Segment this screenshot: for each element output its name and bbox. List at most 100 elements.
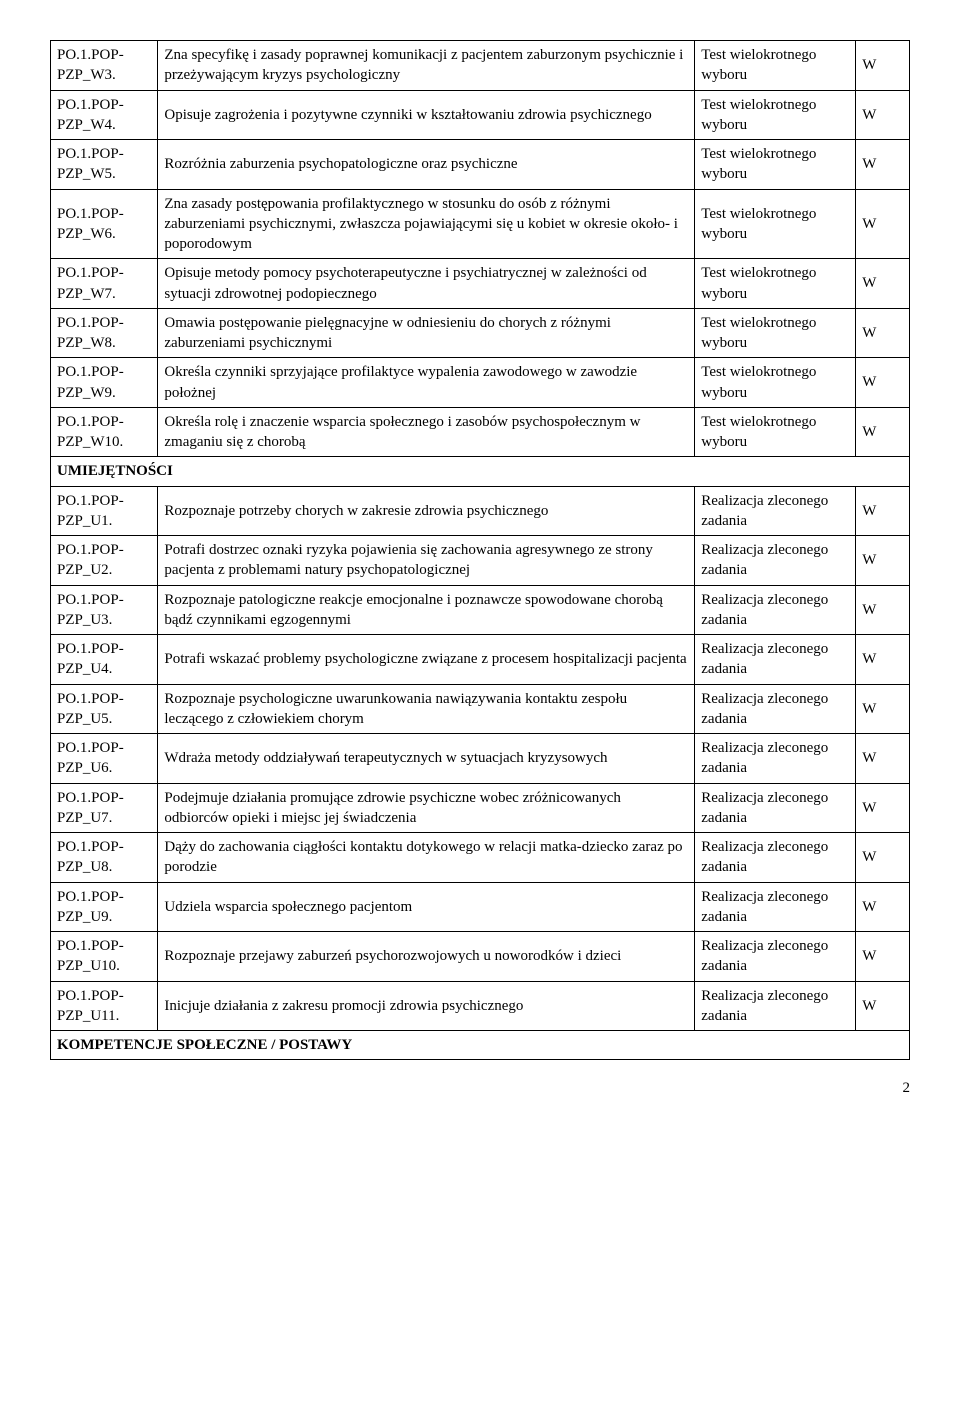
description-cell: Zna specyfikę i zasady poprawnej komunik… — [158, 41, 695, 91]
code-cell: PO.1.POP-PZP_W4. — [51, 90, 158, 140]
flag-cell: W — [856, 407, 910, 457]
method-cell: Realizacja zleconego zadania — [695, 882, 856, 932]
page-number: 2 — [50, 1080, 910, 1097]
method-cell: Realizacja zleconego zadania — [695, 486, 856, 536]
method-cell: Test wielokrotnego wyboru — [695, 358, 856, 408]
table-row: PO.1.POP-PZP_U10.Rozpoznaje przejawy zab… — [51, 932, 910, 982]
method-cell: Test wielokrotnego wyboru — [695, 90, 856, 140]
description-cell: Zna zasady postępowania profilaktycznego… — [158, 189, 695, 259]
code-cell: PO.1.POP-PZP_W7. — [51, 259, 158, 309]
code-cell: PO.1.POP-PZP_W8. — [51, 308, 158, 358]
method-cell: Realizacja zleconego zadania — [695, 635, 856, 685]
flag-cell: W — [856, 684, 910, 734]
code-cell: PO.1.POP-PZP_U7. — [51, 783, 158, 833]
flag-cell: W — [856, 833, 910, 883]
code-cell: PO.1.POP-PZP_W9. — [51, 358, 158, 408]
flag-cell: W — [856, 536, 910, 586]
flag-cell: W — [856, 41, 910, 91]
description-cell: Inicjuje działania z zakresu promocji zd… — [158, 981, 695, 1031]
table-row: PO.1.POP-PZP_U6.Wdraża metody oddziaływa… — [51, 734, 910, 784]
code-cell: PO.1.POP-PZP_U10. — [51, 932, 158, 982]
flag-cell: W — [856, 358, 910, 408]
code-cell: PO.1.POP-PZP_U11. — [51, 981, 158, 1031]
code-cell: PO.1.POP-PZP_U5. — [51, 684, 158, 734]
code-cell: PO.1.POP-PZP_W3. — [51, 41, 158, 91]
table-row: PO.1.POP-PZP_U7.Podejmuje działania prom… — [51, 783, 910, 833]
description-cell: Rozróżnia zaburzenia psychopatologiczne … — [158, 140, 695, 190]
table-row: PO.1.POP-PZP_W3.Zna specyfikę i zasady p… — [51, 41, 910, 91]
description-cell: Potrafi dostrzec oznaki ryzyka pojawieni… — [158, 536, 695, 586]
flag-cell: W — [856, 585, 910, 635]
description-cell: Opisuje metody pomocy psychoterapeutyczn… — [158, 259, 695, 309]
code-cell: PO.1.POP-PZP_U2. — [51, 536, 158, 586]
method-cell: Realizacja zleconego zadania — [695, 783, 856, 833]
table-row: PO.1.POP-PZP_U5.Rozpoznaje psychologiczn… — [51, 684, 910, 734]
table-row: PO.1.POP-PZP_U2.Potrafi dostrzec oznaki … — [51, 536, 910, 586]
flag-cell: W — [856, 783, 910, 833]
flag-cell: W — [856, 882, 910, 932]
table-row: PO.1.POP-PZP_W5.Rozróżnia zaburzenia psy… — [51, 140, 910, 190]
method-cell: Test wielokrotnego wyboru — [695, 41, 856, 91]
code-cell: PO.1.POP-PZP_U9. — [51, 882, 158, 932]
method-cell: Realizacja zleconego zadania — [695, 833, 856, 883]
section-header-cell: KOMPETENCJE SPOŁECZNE / POSTAWY — [51, 1031, 910, 1060]
table-row: PO.1.POP-PZP_W7.Opisuje metody pomocy ps… — [51, 259, 910, 309]
flag-cell: W — [856, 90, 910, 140]
description-cell: Opisuje zagrożenia i pozytywne czynniki … — [158, 90, 695, 140]
code-cell: PO.1.POP-PZP_U8. — [51, 833, 158, 883]
method-cell: Test wielokrotnego wyboru — [695, 140, 856, 190]
section-header-cell: UMIEJĘTNOŚCI — [51, 457, 910, 486]
table-row: PO.1.POP-PZP_W6.Zna zasady postępowania … — [51, 189, 910, 259]
description-cell: Potrafi wskazać problemy psychologiczne … — [158, 635, 695, 685]
method-cell: Realizacja zleconego zadania — [695, 536, 856, 586]
method-cell: Realizacja zleconego zadania — [695, 585, 856, 635]
description-cell: Wdraża metody oddziaływań terapeutycznyc… — [158, 734, 695, 784]
flag-cell: W — [856, 734, 910, 784]
method-cell: Test wielokrotnego wyboru — [695, 407, 856, 457]
description-cell: Udziela wsparcia społecznego pacjentom — [158, 882, 695, 932]
table-row: PO.1.POP-PZP_W8.Omawia postępowanie piel… — [51, 308, 910, 358]
table-row: PO.1.POP-PZP_U11.Inicjuje działania z za… — [51, 981, 910, 1031]
method-cell: Realizacja zleconego zadania — [695, 684, 856, 734]
code-cell: PO.1.POP-PZP_U3. — [51, 585, 158, 635]
flag-cell: W — [856, 140, 910, 190]
description-cell: Rozpoznaje potrzeby chorych w zakresie z… — [158, 486, 695, 536]
flag-cell: W — [856, 981, 910, 1031]
description-cell: Określa rolę i znaczenie wsparcia społec… — [158, 407, 695, 457]
code-cell: PO.1.POP-PZP_U4. — [51, 635, 158, 685]
code-cell: PO.1.POP-PZP_W6. — [51, 189, 158, 259]
code-cell: PO.1.POP-PZP_U6. — [51, 734, 158, 784]
method-cell: Test wielokrotnego wyboru — [695, 189, 856, 259]
description-cell: Omawia postępowanie pielęgnacyjne w odni… — [158, 308, 695, 358]
code-cell: PO.1.POP-PZP_W5. — [51, 140, 158, 190]
flag-cell: W — [856, 932, 910, 982]
description-cell: Podejmuje działania promujące zdrowie ps… — [158, 783, 695, 833]
description-cell: Rozpoznaje patologiczne reakcje emocjona… — [158, 585, 695, 635]
table-row: PO.1.POP-PZP_W9.Określa czynniki sprzyja… — [51, 358, 910, 408]
table-row: PO.1.POP-PZP_U1.Rozpoznaje potrzeby chor… — [51, 486, 910, 536]
code-cell: PO.1.POP-PZP_W10. — [51, 407, 158, 457]
flag-cell: W — [856, 308, 910, 358]
section-header-row: UMIEJĘTNOŚCI — [51, 457, 910, 486]
method-cell: Realizacja zleconego zadania — [695, 932, 856, 982]
section-header-row: KOMPETENCJE SPOŁECZNE / POSTAWY — [51, 1031, 910, 1060]
method-cell: Realizacja zleconego zadania — [695, 734, 856, 784]
table-row: PO.1.POP-PZP_U9.Udziela wsparcia społecz… — [51, 882, 910, 932]
method-cell: Test wielokrotnego wyboru — [695, 308, 856, 358]
table-row: PO.1.POP-PZP_W10.Określa rolę i znaczeni… — [51, 407, 910, 457]
table-row: PO.1.POP-PZP_U4.Potrafi wskazać problemy… — [51, 635, 910, 685]
outcomes-table: PO.1.POP-PZP_W3.Zna specyfikę i zasady p… — [50, 40, 910, 1060]
table-row: PO.1.POP-PZP_U3.Rozpoznaje patologiczne … — [51, 585, 910, 635]
description-cell: Dąży do zachowania ciągłości kontaktu do… — [158, 833, 695, 883]
flag-cell: W — [856, 635, 910, 685]
description-cell: Rozpoznaje psychologiczne uwarunkowania … — [158, 684, 695, 734]
flag-cell: W — [856, 189, 910, 259]
flag-cell: W — [856, 259, 910, 309]
flag-cell: W — [856, 486, 910, 536]
description-cell: Określa czynniki sprzyjające profilaktyc… — [158, 358, 695, 408]
description-cell: Rozpoznaje przejawy zaburzeń psychorozwo… — [158, 932, 695, 982]
table-row: PO.1.POP-PZP_U8.Dąży do zachowania ciągł… — [51, 833, 910, 883]
table-row: PO.1.POP-PZP_W4.Opisuje zagrożenia i poz… — [51, 90, 910, 140]
method-cell: Test wielokrotnego wyboru — [695, 259, 856, 309]
code-cell: PO.1.POP-PZP_U1. — [51, 486, 158, 536]
